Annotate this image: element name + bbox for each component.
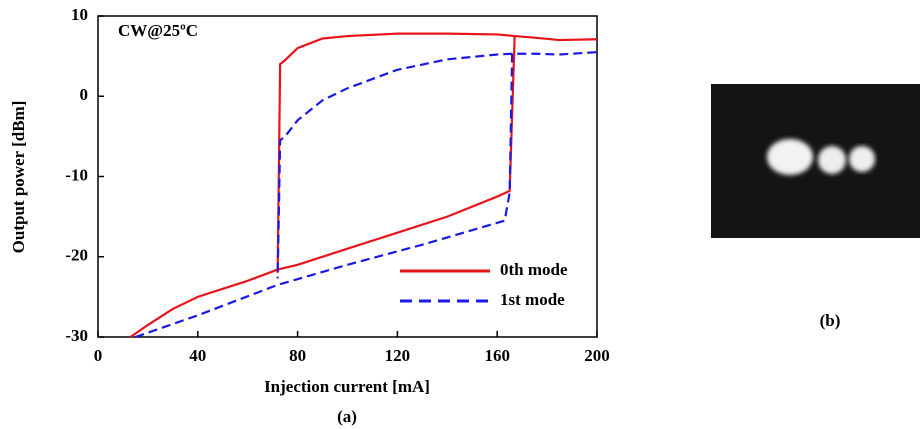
y-tick-label: 10 bbox=[71, 5, 88, 24]
y-tick-label: 0 bbox=[80, 85, 89, 104]
x-tick-label: 160 bbox=[484, 346, 510, 365]
line-series bbox=[135, 51, 598, 339]
legend-label: 1st mode bbox=[500, 290, 565, 309]
y-tick-label: -30 bbox=[65, 326, 88, 345]
line-series bbox=[129, 32, 598, 338]
legend-label: 0th mode bbox=[500, 260, 568, 279]
mode-spot bbox=[849, 146, 875, 172]
annotation: CW@25ºC bbox=[118, 21, 198, 40]
y-tick-label: -20 bbox=[65, 246, 88, 265]
x-axis-title: Injection current [mA] bbox=[264, 377, 430, 396]
x-tick-label: 120 bbox=[385, 346, 411, 365]
mode-spot bbox=[767, 139, 813, 175]
plot-frame bbox=[97, 15, 598, 338]
x-tick-label: 80 bbox=[289, 346, 306, 365]
image-background bbox=[711, 84, 920, 238]
x-tick-label: 200 bbox=[584, 346, 610, 365]
x-tick-label: 0 bbox=[94, 346, 103, 365]
y-tick-label: -10 bbox=[65, 165, 88, 184]
panel-label: (b) bbox=[820, 311, 841, 330]
mode-spot bbox=[818, 146, 846, 174]
x-tick-label: 40 bbox=[189, 346, 206, 365]
panel-label: (a) bbox=[337, 407, 357, 426]
mode-image bbox=[711, 84, 920, 238]
y-axis-title: Output power [dBm] bbox=[9, 101, 28, 254]
